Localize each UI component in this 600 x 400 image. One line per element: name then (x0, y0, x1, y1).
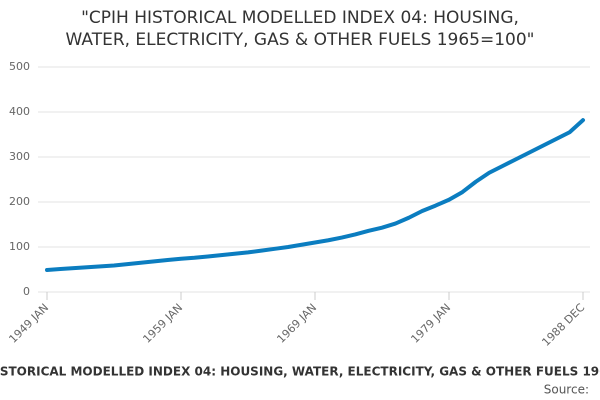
y-tick-label: 500 (9, 60, 30, 73)
y-tick-label: 100 (9, 240, 30, 253)
x-tick-label: 1959 JAN (140, 301, 185, 346)
x-tick-label: 1969 JAN (274, 301, 319, 346)
chart-title: "CPIH HISTORICAL MODELLED INDEX 04: HOUS… (81, 8, 519, 28)
x-tick-label: 1949 JAN (6, 301, 51, 346)
data-line (45, 118, 585, 272)
y-tick-label: 0 (23, 285, 30, 298)
source: Source: (544, 383, 589, 397)
chart-title: WATER, ELECTRICITY, GAS & OTHER FUELS 19… (66, 30, 535, 50)
y-tick-label: 300 (9, 150, 30, 163)
x-tick-label: 1979 JAN (408, 301, 453, 346)
y-tick-label: 400 (9, 105, 30, 118)
y-tick-label: 200 (9, 195, 30, 208)
x-tick-label: 1988 DEC (539, 301, 587, 349)
caption: CPIH HISTORICAL MODELLED INDEX 04: HOUSI… (0, 365, 600, 379)
